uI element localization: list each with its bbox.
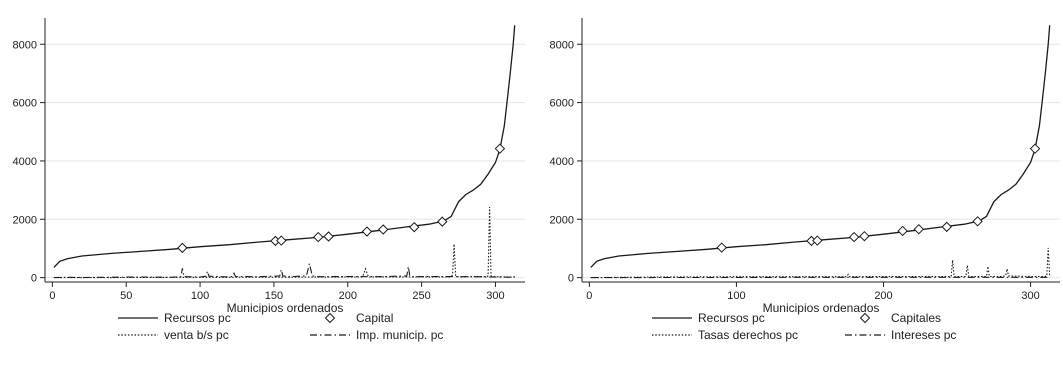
legend-entry-label: Capital [356, 311, 393, 325]
x-tick-label: 250 [412, 290, 430, 302]
y-tick-label: 0 [31, 273, 37, 285]
x-tick-label: 50 [120, 290, 132, 302]
legend-entry-label: Imp. municip. pc [356, 328, 443, 342]
y-tick-label: 2000 [550, 214, 574, 226]
x-axis-label: Municipios ordenados [227, 301, 344, 315]
y-tick-label: 4000 [550, 156, 574, 168]
x-tick-label: 100 [191, 290, 209, 302]
x-tick-label: 0 [49, 290, 55, 302]
y-tick-label: 0 [568, 273, 574, 285]
y-tick-label: 2000 [13, 214, 37, 226]
x-tick-label: 300 [486, 290, 504, 302]
x-tick-label: 300 [1021, 290, 1039, 302]
legend-entry-label: Tasas derechos pc [698, 328, 798, 342]
y-tick-label: 8000 [550, 39, 574, 51]
y-tick-label: 6000 [550, 98, 574, 110]
x-tick-label: 100 [727, 290, 745, 302]
y-tick-label: 8000 [13, 39, 37, 51]
legend-entry-label: Recursos pc [698, 311, 765, 325]
legend-entry-label: Intereses pc [891, 328, 956, 342]
legend-entry-label: Capitales [891, 311, 941, 325]
legend-entry-label: Recursos pc [164, 311, 231, 325]
legend-entry-label: venta b/s pc [164, 328, 229, 342]
x-tick-label: 0 [586, 290, 592, 302]
y-tick-label: 4000 [13, 156, 37, 168]
y-tick-label: 6000 [13, 98, 37, 110]
x-axis-label: Municipios ordenados [763, 301, 880, 315]
